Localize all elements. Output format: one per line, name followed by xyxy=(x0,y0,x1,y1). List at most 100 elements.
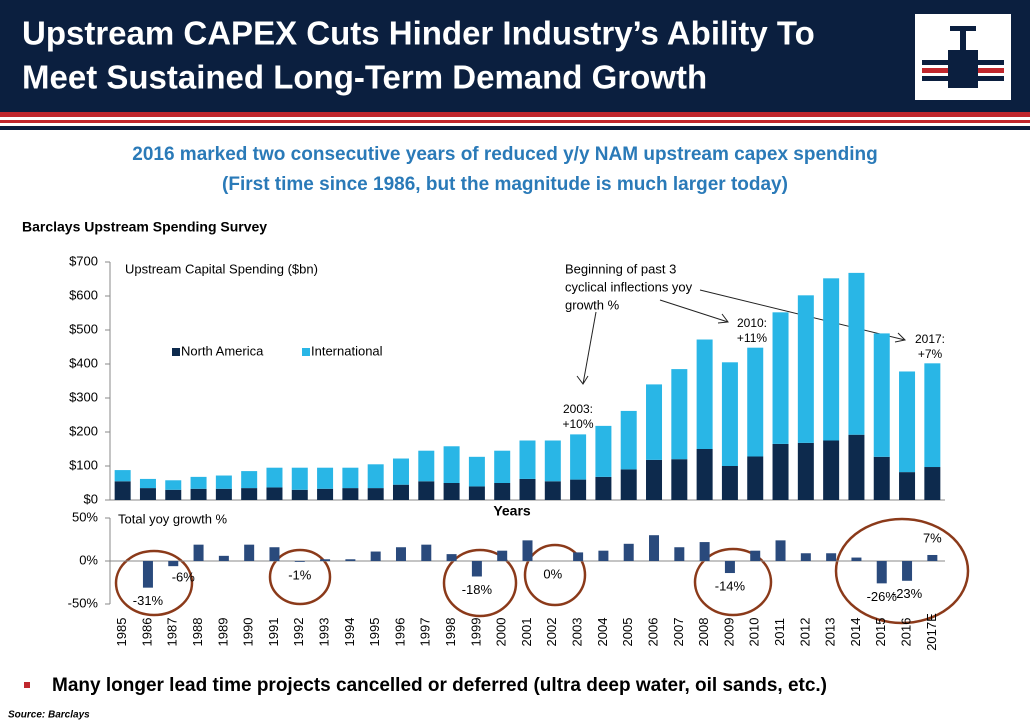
x-tick-label: 2002 xyxy=(544,618,559,647)
x-tick-label: 1989 xyxy=(215,618,230,647)
x-tick-label: 2012 xyxy=(797,618,812,647)
x-tick-label: 2004 xyxy=(595,618,610,647)
bar-segment xyxy=(797,295,814,443)
legend-label: International xyxy=(311,343,383,358)
data-label: -1% xyxy=(288,567,312,582)
bar-segment xyxy=(139,478,156,489)
bar xyxy=(193,544,204,561)
annotation: 2003: xyxy=(563,402,593,416)
y-tick-label: $500 xyxy=(69,321,98,336)
annotation: Beginning of past 3 xyxy=(565,261,676,276)
bar xyxy=(598,550,609,561)
bar-segment xyxy=(899,472,916,500)
logo xyxy=(915,14,1011,100)
annotation: +10% xyxy=(562,417,593,431)
bar xyxy=(649,535,660,561)
bar xyxy=(927,554,938,561)
x-tick-label: 1987 xyxy=(165,618,180,647)
stripe xyxy=(0,112,1030,117)
data-label: -14% xyxy=(715,578,746,593)
y-tick-label: $700 xyxy=(69,253,98,268)
annotation: +7% xyxy=(918,347,943,361)
bar-segment xyxy=(671,459,688,500)
bar-segment xyxy=(165,489,182,500)
bar-segment xyxy=(899,371,916,473)
x-tick-label: 2013 xyxy=(823,618,838,647)
bar-segment xyxy=(215,475,232,489)
bar-segment xyxy=(241,471,258,489)
bar-segment xyxy=(367,464,384,489)
highlight-circles xyxy=(114,517,970,625)
bar-segment xyxy=(291,467,308,490)
y-tick-label: 50% xyxy=(72,509,98,524)
legend-label: North America xyxy=(181,343,264,358)
bar-segment xyxy=(646,384,663,460)
x-tick-label: 2016 xyxy=(898,618,913,647)
y-tick-label: $0 xyxy=(84,491,98,506)
x-tick-label: 1992 xyxy=(291,618,306,647)
bar-segment xyxy=(468,456,485,487)
bar-segment xyxy=(139,488,156,500)
bar xyxy=(294,561,305,562)
x-tick-label: 2005 xyxy=(620,618,635,647)
bar-segment xyxy=(190,476,207,489)
bar xyxy=(674,547,685,561)
bar-segment xyxy=(241,488,258,500)
bar xyxy=(497,550,508,561)
bar xyxy=(142,561,153,588)
y-tick-label: $400 xyxy=(69,355,98,370)
bar xyxy=(699,542,710,561)
bar xyxy=(623,543,634,561)
bar xyxy=(800,553,811,561)
y-tick-label: $200 xyxy=(69,423,98,438)
data-label: 0% xyxy=(543,566,562,581)
source: Source: Barclays xyxy=(8,710,90,721)
data-label: -31% xyxy=(133,593,164,608)
bar-segment xyxy=(443,446,460,483)
data-label: 7% xyxy=(923,530,942,545)
x-tick-label: 2015 xyxy=(873,618,888,647)
bar-segment xyxy=(114,481,131,500)
data-label: -26% xyxy=(867,589,898,604)
bar xyxy=(724,561,735,574)
x-tick-label: 1991 xyxy=(266,618,281,647)
x-tick-label: 1995 xyxy=(367,618,382,647)
data-label: -23% xyxy=(892,586,923,601)
subtitle: 2016 marked two consecutive years of red… xyxy=(132,144,878,165)
bar-segment xyxy=(696,449,713,500)
x-tick-label: 2006 xyxy=(645,618,660,647)
bar-segment xyxy=(620,410,637,470)
bar-segment xyxy=(317,467,334,489)
y-tick-label: -50% xyxy=(68,595,99,610)
stripe xyxy=(0,126,1030,130)
y-tick-label: 0% xyxy=(79,552,98,567)
x-tick-label: 2010 xyxy=(747,618,762,647)
bar xyxy=(168,561,179,567)
bar-segment xyxy=(291,489,308,500)
bar-segment xyxy=(392,458,409,485)
bar xyxy=(826,553,837,561)
bar-segment xyxy=(418,481,435,500)
x-tick-label: 1988 xyxy=(190,618,205,647)
x-tick-label: 2017E xyxy=(924,613,939,651)
data-label: -18% xyxy=(462,582,493,597)
bar xyxy=(471,561,482,577)
x-tick-label: 1998 xyxy=(443,618,458,647)
bar-segment xyxy=(570,479,587,500)
bar-segment xyxy=(418,450,435,482)
annotation: cyclical inflections yoy xyxy=(565,279,693,294)
bar-segment xyxy=(544,481,561,500)
bar-segment xyxy=(696,339,713,449)
y-tick-label: $300 xyxy=(69,389,98,404)
bar xyxy=(370,551,381,561)
bar-segment xyxy=(215,488,232,500)
bar xyxy=(395,547,406,561)
bar-segment xyxy=(671,369,688,460)
x-tick-label: 1985 xyxy=(114,618,129,647)
x-tick-label: 2014 xyxy=(848,618,863,647)
bar-segment xyxy=(924,363,941,468)
bar-segment xyxy=(797,442,814,500)
bar-segment xyxy=(721,362,738,466)
bar-segment xyxy=(924,467,941,500)
bar-segment xyxy=(266,467,283,488)
